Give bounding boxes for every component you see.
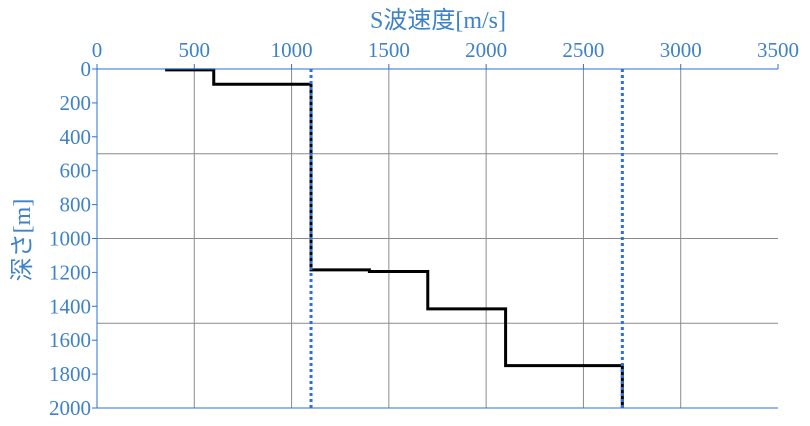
x-tick-label: 0: [92, 38, 103, 62]
y-tick-label: 600: [60, 159, 92, 183]
x-tick-label: 2500: [562, 38, 604, 62]
velocity-profile-line: [165, 68, 624, 408]
y-tick-label: 1000: [49, 227, 91, 251]
y-tick-label: 1800: [49, 362, 91, 386]
series-layer: [165, 68, 624, 408]
y-tick-label: 1600: [49, 328, 91, 352]
x-tick-label: 2000: [465, 38, 507, 62]
gridlines: [97, 69, 778, 408]
x-tick-label: 3500: [757, 38, 799, 62]
y-tick-label: 200: [60, 91, 92, 115]
y-tick-label: 400: [60, 125, 92, 149]
y-axis-title: 深さ[m]: [9, 199, 36, 282]
y-tick-label: 2000: [49, 396, 91, 420]
x-tick-label: 1500: [368, 38, 410, 62]
x-tick-label: 3000: [660, 38, 702, 62]
x-axis-title: S波速度[m/s]: [370, 7, 506, 34]
axes: [92, 64, 779, 409]
tick-labels: 0 500 1000 1500 2000 2500 3000 3500 0 200 400 600 80…: [49, 38, 799, 420]
x-tick-label: 500: [179, 38, 211, 62]
y-tick-label: 800: [60, 193, 92, 217]
y-tick-label: 1400: [49, 294, 91, 318]
x-tick-label: 1000: [271, 38, 313, 62]
y-tick-label: 1200: [49, 260, 91, 284]
y-tick-label: 0: [81, 57, 92, 81]
